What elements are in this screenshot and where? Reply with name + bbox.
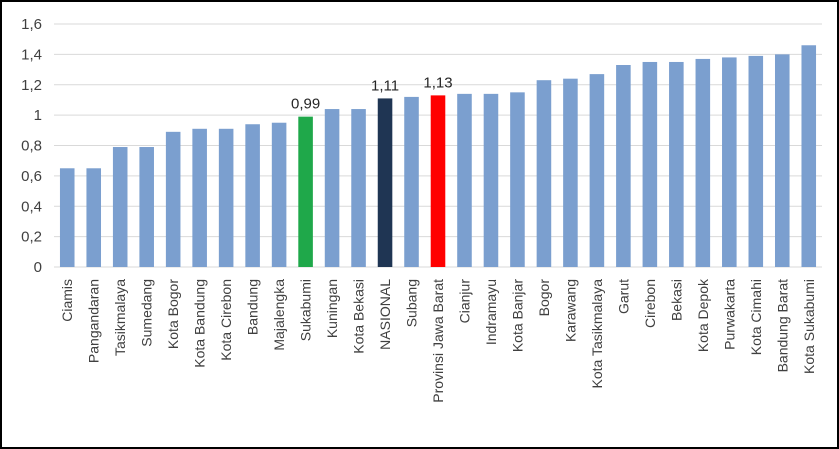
y-tick-label: 0,4 [21, 198, 42, 215]
y-tick-label: 1 [34, 107, 42, 124]
bar [139, 147, 154, 267]
bar [377, 98, 393, 267]
y-tick-label: 0,2 [21, 229, 42, 246]
category-label: NASIONAL [377, 279, 393, 350]
bars [59, 45, 817, 268]
bar [457, 93, 472, 267]
bar [430, 95, 446, 267]
bar [404, 96, 419, 268]
category-label: Kota Depok [695, 278, 711, 352]
bar [218, 128, 234, 267]
category-label: Kota Sukabumi [801, 279, 817, 374]
category-label: Bandung Barat [774, 279, 790, 373]
category-label: Sukabumi [298, 279, 314, 341]
y-tick-label: 0 [34, 259, 42, 276]
bar [483, 93, 499, 267]
data-label: 0,99 [291, 96, 320, 113]
bar [748, 55, 764, 267]
category-label: Kota Tasikmalaya [589, 279, 605, 389]
data-label: 1,13 [423, 74, 452, 91]
y-tick-label: 1,6 [21, 16, 42, 33]
category-label: Tasikmalaya [112, 279, 128, 356]
category-label: Kota Cirebon [218, 279, 234, 361]
bar [245, 124, 260, 267]
data-labels: 0,99 1,11 1,13 [291, 74, 453, 112]
category-label: Garut [615, 279, 631, 314]
bar [563, 78, 578, 267]
bar [112, 147, 128, 267]
data-label: 1,11 [371, 77, 399, 94]
bar [271, 122, 287, 267]
bar [59, 168, 75, 267]
bar [165, 131, 181, 267]
category-label: Pangandaran [86, 279, 102, 363]
y-tick-label: 0,8 [21, 138, 42, 155]
y-axis-tick-labels: 0 0,2 0,4 0,6 0,8 1 1,2 1,4 1,6 [21, 16, 42, 276]
y-tick-label: 1,2 [21, 77, 42, 94]
category-label: Karawang [562, 279, 578, 342]
x-axis-category-labels: Ciamis Pangandaran Tasikmalaya Sumedang Kota… [59, 278, 817, 403]
bar [722, 57, 737, 267]
category-label: Kota Bekasi [351, 279, 367, 354]
bar [669, 61, 684, 267]
y-tick-label: 1,4 [21, 46, 42, 63]
category-label: Cianjur [456, 279, 472, 324]
category-label: Majalengka [271, 279, 287, 351]
bar [801, 45, 817, 268]
category-label: Kota Cimahi [748, 279, 764, 355]
bar [324, 109, 340, 267]
category-label: Bekasi [668, 279, 684, 321]
category-label: Sumedang [139, 279, 155, 347]
bar [774, 54, 790, 267]
bar [298, 116, 313, 267]
category-label: Indramayu [483, 279, 499, 345]
bar [510, 92, 525, 267]
bar [616, 65, 631, 267]
y-tick-label: 0,6 [21, 168, 42, 185]
category-label: Kota Bogor [165, 279, 181, 349]
category-label: Provinsi Jawa Barat [430, 279, 446, 403]
bar [642, 61, 658, 267]
category-label: Bogor [536, 279, 552, 317]
category-label: Cirebon [642, 279, 658, 328]
category-label: Bandung [245, 279, 261, 335]
bar [351, 109, 366, 267]
bar [192, 128, 207, 267]
category-label: Purwakarta [721, 279, 737, 350]
category-label: Kota Banjar [509, 279, 525, 352]
bar [536, 80, 552, 267]
category-label: Ciamis [59, 279, 75, 322]
category-label: Subang [404, 279, 420, 327]
category-label: Kota Bandung [192, 279, 208, 368]
bar [589, 74, 605, 268]
category-label: Kuningan [324, 279, 340, 338]
bar [695, 58, 711, 268]
bar [86, 168, 102, 267]
